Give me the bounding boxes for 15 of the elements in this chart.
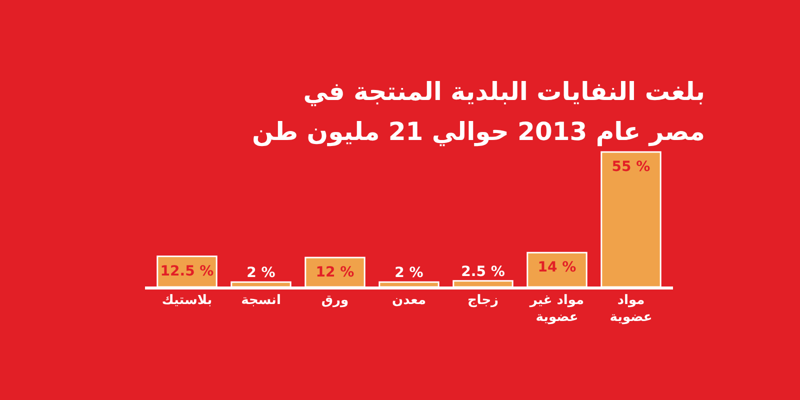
data-label: 2 % [394,265,424,282]
data-label: 55 % [612,159,650,175]
data-label: 12.5 % [160,263,214,280]
x-tick-label: ورق [320,292,350,309]
x-tick-label: مواد غير عضوية [528,292,586,326]
x-tick-label: معدن [391,292,427,309]
x-tick-label: مواد عضوية [608,292,654,326]
data-label: 14 % [538,260,576,276]
data-label: 2.5 % [461,264,505,280]
data-label: 2 % [246,265,276,282]
x-tick-label: انسجة [240,292,282,309]
data-label: 12 % [316,264,354,281]
title: بلغت النفايات البلدية المنتجة في مصر عام 2013 حوالي 21 مليون طن [251,76,705,148]
x-tick-label: بلاستيك [160,292,214,309]
x-tick-label: زجاج [466,292,500,309]
